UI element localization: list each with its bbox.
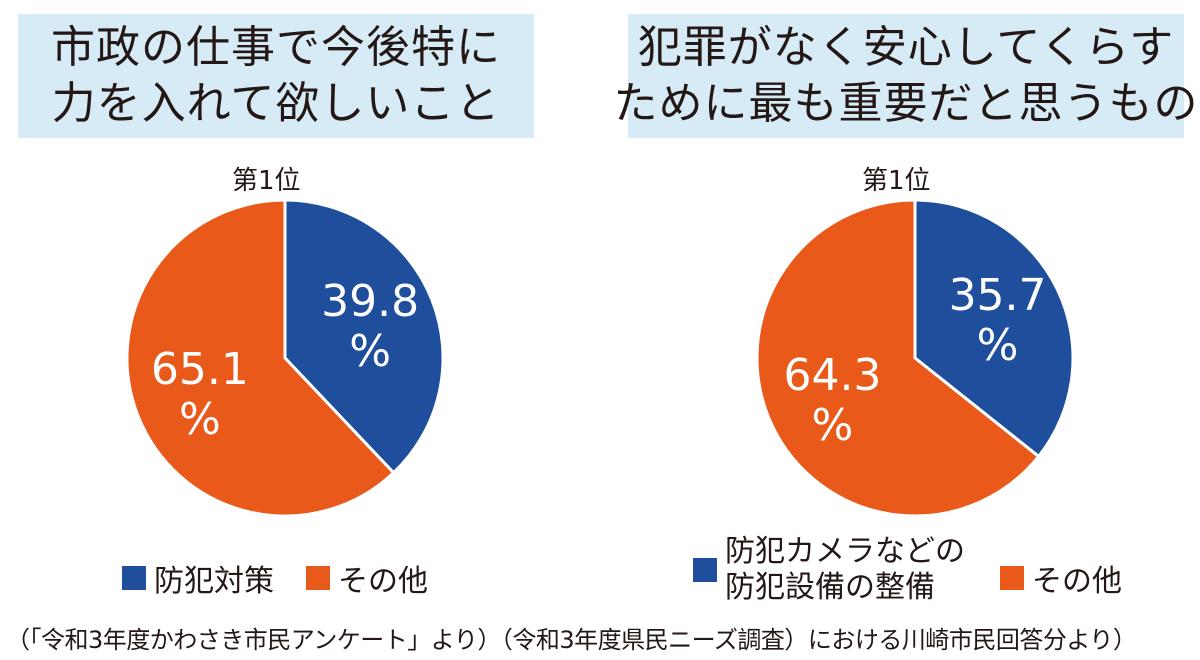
left-chart-title: 市政の仕事で今後特に 力を入れて欲しいこと: [18, 14, 534, 138]
right-slice-label-orange-unit: %: [812, 400, 854, 451]
left-legend-item-orange: その他: [306, 556, 428, 600]
right-legend-item-blue: 防犯カメラなどの 防犯設備の整備: [693, 534, 965, 606]
left-title-line-1: 市政の仕事で今後特に: [51, 22, 501, 73]
right-legend-label-blue-line-2: 防犯設備の整備: [725, 570, 935, 605]
right-legend-label-orange: その他: [1032, 564, 1122, 599]
left-rank-label: 第1位: [232, 166, 301, 196]
right-title-line-2: ために最も重要だと思うもの: [613, 78, 1199, 129]
right-pie-slice-blue: [913, 198, 1075, 459]
right-slice-label-orange-value: 64.3: [783, 350, 881, 401]
right-slice-label-blue-value: 35.7: [949, 270, 1047, 321]
left-slice-label-orange-value: 65.1: [151, 344, 249, 395]
left-slice-label-blue-value: 39.8: [321, 276, 419, 327]
right-slice-label-blue-unit: %: [977, 320, 1019, 371]
left-pie-slice-orange: [125, 198, 396, 518]
right-legend-label-blue-line-1: 防犯カメラなどの: [725, 534, 965, 569]
blue-swatch: [693, 558, 717, 582]
right-legend-item-orange: その他: [1000, 556, 1122, 600]
left-title-line-2: 力を入れて欲しいこと: [51, 78, 501, 129]
right-title-line-1: 犯罪がなく安心してくらす: [637, 22, 1175, 73]
left-pie-slice-blue: [283, 198, 445, 475]
right-pie-chart: 35.7%64.3%: [755, 198, 1075, 518]
blue-swatch: [122, 566, 146, 590]
left-pie-chart: 39.8%65.1%: [125, 198, 445, 518]
right-chart-title: 犯罪がなく安心してくらす ために最も重要だと思うもの: [614, 14, 1198, 138]
right-pie-slice-orange: [755, 198, 1041, 518]
left-slice-label-blue-unit: %: [349, 326, 391, 377]
orange-swatch: [1000, 566, 1024, 590]
source-note: （「令和3年度かわさき市民アンケート」より）（令和3年度県民ニーズ調査）における…: [6, 626, 1137, 654]
left-slice-label-orange-unit: %: [179, 394, 221, 445]
left-legend-label-blue: 防犯対策: [154, 564, 274, 599]
left-legend-label-orange: その他: [338, 564, 428, 599]
left-legend-item-blue: 防犯対策: [122, 556, 274, 600]
right-rank-label: 第1位: [862, 166, 931, 196]
orange-swatch: [306, 566, 330, 590]
